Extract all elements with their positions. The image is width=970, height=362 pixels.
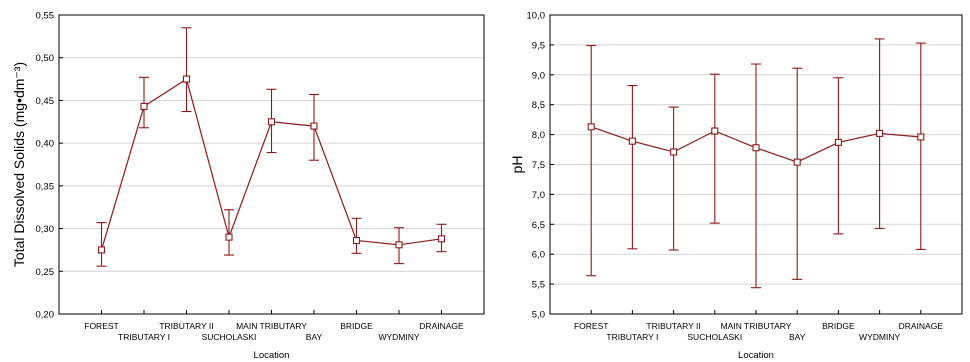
tds-x-axis-title: Location — [254, 350, 290, 361]
tds-y-tick-label: 0,55 — [36, 11, 55, 22]
tds-markers — [97, 75, 446, 254]
tds-y-tick-label: 0,25 — [36, 267, 55, 278]
tds-data-point — [395, 241, 403, 249]
ph-data-point — [752, 144, 760, 152]
tds-data-point — [225, 233, 233, 241]
ph-x-category-label: BRIDGE — [822, 321, 855, 331]
ph-x-category-label: WYDMINY — [859, 332, 900, 342]
tds-data-point — [182, 75, 191, 83]
tds-y-tick-label: 0,35 — [36, 181, 55, 192]
ph-y-ticks: 5,0 5,5 6,0 6,5 7,0 7,5 8,0 8,5 9,0 9,5 10,0 — [527, 11, 554, 321]
ph-data-point — [628, 137, 636, 145]
ph-data-point — [670, 148, 678, 156]
tds-x-category-label: DRAINAGE — [419, 321, 464, 331]
tds-y-tick-label: 0,40 — [36, 139, 55, 150]
ph-data-point — [917, 133, 925, 141]
ph-data-point — [793, 158, 801, 166]
tds-data-point — [437, 235, 446, 243]
tds-x-category-label: TRIBUTARY II — [159, 321, 213, 331]
ph-y-tick-label: 5,0 — [532, 310, 545, 321]
tds-y-tick-label: 0,45 — [36, 96, 55, 107]
ph-data-point — [834, 138, 842, 146]
ph-x-category-label: TRIBUTARY II — [646, 321, 700, 331]
tds-y-tick-label: 0,20 — [36, 310, 55, 321]
tds-data-point — [140, 102, 148, 110]
ph-x-category-label: FOREST — [574, 321, 608, 331]
ph-y-tick-label: 7,5 — [532, 160, 545, 171]
ph-x-category-label: SUCHOLASKI — [687, 332, 742, 342]
ph-y-tick-label: 6,5 — [532, 220, 545, 231]
tds-error-bars — [96, 27, 447, 267]
ph-x-category-label: MAIN TRIBUTARY — [721, 321, 792, 331]
ph-y-tick-label: 6,0 — [532, 250, 545, 261]
ph-y-tick-label: 7,0 — [532, 190, 545, 201]
ph-x-category-label: DRAINAGE — [899, 321, 944, 331]
ph-data-point — [587, 123, 595, 131]
ph-y-tick-label: 8,5 — [532, 100, 545, 111]
tds-x-category-label: FOREST — [84, 321, 118, 331]
tds-y-axis-title: Total Dissolved Solids (mg•dm⁻³) — [11, 62, 27, 267]
tds-data-point — [97, 246, 106, 254]
tds-data-point — [267, 118, 276, 126]
ph-y-tick-label: 9,5 — [532, 40, 545, 51]
ph-error-bars — [586, 38, 926, 289]
tds-y-tick-label: 0,30 — [36, 224, 55, 235]
ph-x-category-label: TRIBUTARY I — [606, 332, 658, 342]
tds-x-category-label: MAIN TRIBUTARY — [236, 321, 307, 331]
ph-markers — [587, 123, 925, 166]
ph-y-axis-title: pH — [509, 156, 525, 174]
ph-data-point — [711, 127, 719, 135]
tds-y-tick-label: 0,50 — [36, 53, 55, 64]
tds-x-category-label: WYDMINY — [378, 332, 419, 342]
tds-x-category-label: SUCHOLASKI — [202, 332, 257, 342]
ph-y-tick-label: 5,5 — [532, 280, 545, 291]
ph-x-category-label: BAY — [789, 332, 806, 342]
tds-data-point — [352, 236, 361, 245]
ph-y-tick-label: 8,0 — [532, 130, 545, 141]
ph-data-point — [876, 129, 884, 137]
tds-chart: 0,200,250,300,350,400,450,500,55 FORESTT… — [11, 11, 485, 361]
ph-x-axis-title: Location — [738, 350, 774, 361]
ph-chart: 5,0 5,5 6,0 6,5 7,0 7,5 8,0 8,5 9,0 9,5 10,0 FORES… — [509, 11, 963, 361]
ph-y-tick-label: 9,0 — [532, 70, 545, 81]
ph-y-tick-label: 10,0 — [527, 11, 546, 22]
tds-plot-frame — [58, 14, 485, 315]
tds-x-category-label: TRIBUTARY I — [118, 332, 170, 342]
tds-data-point — [310, 122, 318, 130]
tds-x-category-label: BRIDGE — [340, 321, 373, 331]
tds-x-category-label: BAY — [306, 332, 323, 342]
tds-y-ticks: 0,20 0,25 0,30 0,35 0,40 0,45 0,50 0,55 — [36, 11, 63, 321]
